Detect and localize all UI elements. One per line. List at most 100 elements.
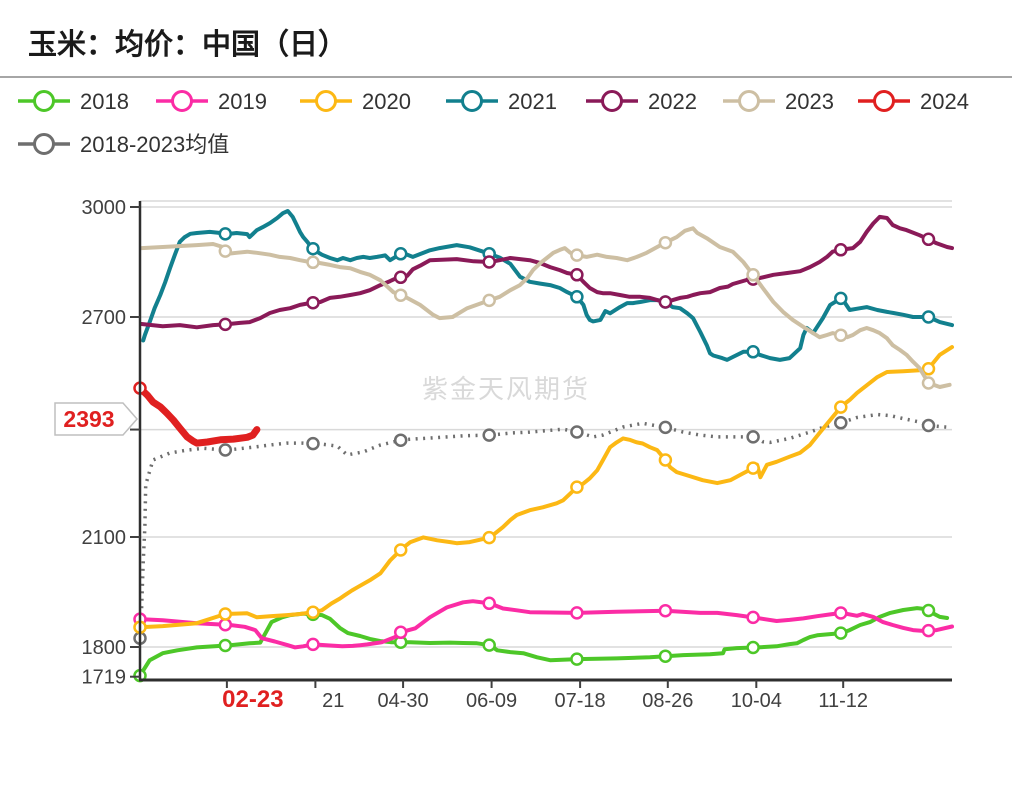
series-marker-2021 [570, 290, 584, 304]
series-line-2020 [138, 345, 954, 630]
last-value-callout: 2393 [54, 402, 138, 436]
series-marker-2021 [218, 227, 233, 241]
legend-marker-icon [33, 90, 55, 112]
series-marker-2018 [658, 649, 673, 663]
series-marker-avg-2018-2023 [921, 418, 936, 433]
y-tick-label: 2100 [82, 527, 127, 549]
legend: 2018 2019 2020 2021 2022 2023 2024 2018-2023均值 [18, 89, 969, 157]
series-marker-2020 [393, 543, 408, 557]
series-marker-2019 [570, 606, 584, 620]
series-marker-2019 [834, 606, 848, 620]
series-marker-2023 [921, 376, 936, 390]
series-marker-2022 [834, 243, 848, 257]
legend-item-2019: 2019 [156, 89, 267, 114]
series-marker-2019 [393, 625, 408, 640]
series-line-2022 [139, 214, 954, 330]
series-2018 [133, 603, 950, 683]
series-marker-2019 [218, 617, 233, 632]
series-avg-2018-2023 [133, 412, 950, 645]
series-marker-2022 [570, 268, 584, 282]
callout-value: 2393 [63, 406, 114, 432]
legend-label: 2019 [218, 89, 267, 114]
legend-marker-icon [601, 90, 623, 112]
series-line-avg-2018-2023 [138, 412, 950, 639]
legend-marker-icon [873, 90, 895, 112]
series-marker-2022 [393, 270, 408, 285]
watermark: 紫金天风期货 [422, 374, 590, 404]
series-marker-2019 [306, 637, 320, 652]
series-marker-avg-2018-2023 [746, 430, 760, 444]
series-marker-2021 [393, 247, 408, 261]
legend-item-2020: 2020 [300, 89, 411, 114]
series-marker-avg-2018-2023 [570, 425, 584, 439]
series-marker-2018 [218, 638, 233, 653]
series-marker-2019 [746, 610, 760, 625]
series-marker-2023 [834, 328, 848, 342]
x-tick-label: 11-12 [818, 690, 868, 712]
series-marker-2021 [834, 291, 848, 306]
legend-label: 2021 [508, 89, 557, 114]
series-marker-2023 [306, 255, 320, 270]
series-marker-2020 [306, 605, 320, 619]
y-tick-label: 2700 [82, 307, 127, 329]
series-2019 [133, 596, 954, 652]
legend-label: 2018 [80, 89, 129, 114]
series-marker-2023 [570, 248, 584, 262]
series-2021 [141, 209, 954, 362]
page-title: 玉米：均价：中国（日） [28, 28, 347, 61]
legend-marker-icon [315, 90, 337, 112]
legend-label: 2024 [920, 89, 969, 114]
series-marker-avg-2018-2023 [306, 436, 320, 451]
series-marker-avg-2018-2023 [218, 443, 233, 457]
gridlines [140, 200, 952, 648]
series-line-2024 [136, 384, 261, 447]
series-marker-2022 [658, 295, 673, 309]
series-marker-2018 [570, 652, 584, 666]
legend-marker-icon [33, 133, 55, 155]
series-marker-2023 [218, 244, 233, 258]
legend-item-2021: 2021 [446, 89, 557, 114]
series-marker-2023 [658, 235, 673, 250]
series-marker-2020 [921, 362, 936, 376]
series-marker-2021 [746, 345, 760, 359]
series-marker-avg-2018-2023 [393, 433, 408, 447]
y-tick-label: 1800 [82, 637, 127, 659]
legend-item-2022: 2022 [586, 89, 697, 114]
series-marker-2018 [834, 626, 848, 640]
legend-marker-icon [171, 90, 193, 112]
series-marker-2021 [921, 310, 936, 324]
series-marker-2019 [921, 623, 936, 638]
callout-bubble [54, 402, 138, 436]
legend-label: 2022 [648, 89, 697, 114]
y-tick-label: 3000 [82, 197, 127, 219]
series-2024 [133, 381, 261, 447]
series-marker-2022 [218, 317, 233, 332]
axes: 3000 2700 2100 1800 1719 02-23 21 04-30 06-09 07-… [82, 197, 952, 713]
series-marker-2020 [482, 530, 496, 545]
series-marker-2023 [482, 293, 496, 308]
x-tick-label: 08-26 [642, 690, 693, 712]
series-marker-2018 [921, 603, 936, 618]
x-tick-label: 06-09 [466, 690, 517, 712]
series-marker-2018 [746, 640, 760, 655]
x-tick-label: 21 [322, 690, 344, 712]
series-2022 [139, 214, 954, 332]
legend-label: 2018-2023均值 [80, 132, 229, 157]
series-marker-2018 [482, 638, 496, 652]
legend-item-2023: 2023 [723, 89, 834, 114]
series-line-2021 [141, 209, 954, 362]
legend-label: 2020 [362, 89, 411, 114]
series-marker-2020 [834, 400, 848, 414]
series-marker-2020 [658, 453, 673, 467]
series-marker-2022 [482, 255, 496, 269]
x-tick-label: 04-30 [378, 690, 429, 712]
legend-item-2024: 2024 [858, 89, 969, 114]
series-marker-2023 [393, 288, 408, 302]
series-marker-2021 [306, 241, 320, 256]
x-tick-label: 10-04 [731, 690, 782, 712]
series-marker-2023 [746, 268, 760, 282]
legend-item-2018: 2018 [18, 89, 129, 114]
series-line-2018 [138, 606, 950, 678]
series-2023 [139, 226, 952, 390]
